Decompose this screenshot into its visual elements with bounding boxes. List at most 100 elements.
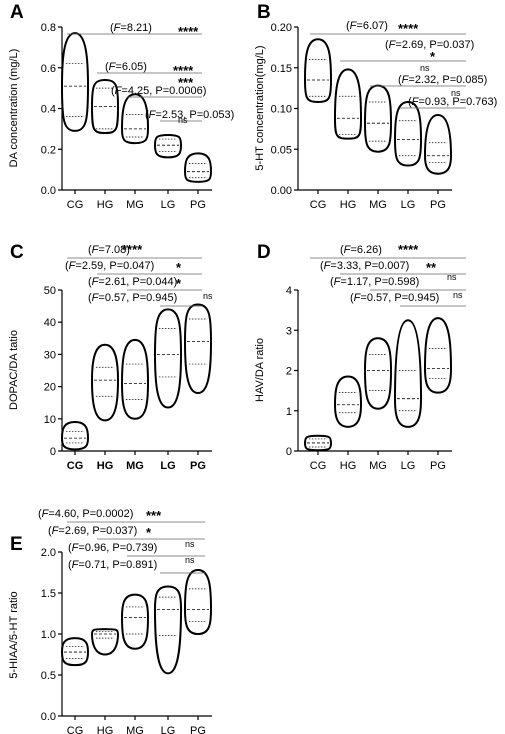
y-axis-label: DA concentration (mg/L) xyxy=(8,49,20,168)
significance-mark: ns xyxy=(203,291,213,301)
x-tick-label: HG xyxy=(97,725,114,734)
x-tick-label: MG xyxy=(126,725,144,734)
y-tick-label: 0.00 xyxy=(271,185,292,197)
violin-mg xyxy=(120,338,150,420)
x-tick-label: LG xyxy=(161,199,176,211)
panel-letter: A xyxy=(10,2,24,23)
x-tick-label: PG xyxy=(430,199,446,211)
panel-letter: D xyxy=(257,242,271,263)
panel-c: C 0 10 20 30 40 50 DOPAC/DA tatio CG HG MG LG PG (F=7… xyxy=(8,242,213,472)
y-tick-label: 50 xyxy=(44,285,56,297)
significance-mark: ns xyxy=(447,272,457,282)
violin-mg xyxy=(120,593,150,650)
annotation-stat-0: (F=4.60, P=0.0002) xyxy=(38,508,133,520)
y-tick-label: 1.5 xyxy=(41,588,56,600)
violin-lg xyxy=(393,100,423,167)
annotation-stat-3: (F=0.57, P=0.945) xyxy=(88,292,177,304)
annotation-stat-0: (F=7.08) xyxy=(88,244,130,256)
violin-cg xyxy=(60,637,90,667)
panel-letter: B xyxy=(257,2,271,23)
significance-mark: **** xyxy=(398,21,419,36)
panel-a: A 0.0 0.2 0.4 0.6 0.8 DA concentration (mg/L) C… xyxy=(8,2,234,211)
violin-lg xyxy=(153,133,183,159)
y-tick-label: 2.0 xyxy=(41,547,56,559)
y-tick-label: 20 xyxy=(44,382,56,394)
significance-mark: ns xyxy=(185,539,195,549)
x-tick-label: MG xyxy=(126,460,144,472)
panel-b: B 0.00 0.05 0.10 0.15 0.20 5-HT concentration(… xyxy=(254,2,497,211)
y-tick-label: 0.0 xyxy=(41,185,56,197)
y-tick-label: 0.2 xyxy=(41,144,56,156)
significance-mark: *** xyxy=(146,508,162,523)
significance-mark: ns xyxy=(451,88,461,98)
x-tick-label: LG xyxy=(160,460,175,472)
significance-mark: * xyxy=(176,260,182,275)
x-tick-label: HG xyxy=(340,460,357,472)
significance-mark: * xyxy=(176,276,182,291)
significance-mark: * xyxy=(430,49,436,64)
violin-pg xyxy=(423,317,453,394)
annotation-stat-3: (F=2.53, P=0.053) xyxy=(145,109,234,121)
significance-mark: **** xyxy=(398,242,419,257)
significance-mark: ** xyxy=(426,260,437,275)
significance-mark: ns xyxy=(178,115,188,125)
annotation-stat-2: (F=2.32, P=0.085) xyxy=(398,74,487,86)
violin-cg xyxy=(60,421,90,451)
y-tick-label: 0.20 xyxy=(271,22,292,34)
y-tick-label: 0.0 xyxy=(41,711,56,723)
annotation-stat-1: (F=2.69, P=0.037) xyxy=(385,39,474,51)
violin-pg xyxy=(423,114,453,175)
y-tick-label: 0.10 xyxy=(271,104,292,116)
annotation-stat-2: (F=4.25, P=0.0006) xyxy=(111,85,206,97)
violin-mg xyxy=(363,337,393,410)
significance-mark: * xyxy=(146,525,152,540)
y-tick-label: 0.15 xyxy=(271,63,292,75)
x-tick-label: HG xyxy=(97,460,114,472)
y-tick-label: 0.8 xyxy=(41,22,56,34)
violin-pg xyxy=(183,303,213,395)
significance-mark: *** xyxy=(178,75,194,90)
x-tick-label: CG xyxy=(67,199,84,211)
x-tick-label: LG xyxy=(161,725,176,734)
y-axis-label: 5-HT concentration(mg/L) xyxy=(254,45,266,170)
annotation-stat-0: (F=8.21) xyxy=(110,22,152,34)
annotation-stat-3: (F=0.93, P=0.763) xyxy=(408,96,497,108)
x-tick-label: PG xyxy=(190,725,206,734)
violin-hg xyxy=(333,68,363,140)
violin-cg xyxy=(60,32,90,132)
violin-hg xyxy=(333,375,363,428)
violin-lg xyxy=(153,585,183,675)
x-tick-label: LG xyxy=(401,460,416,472)
x-tick-label: PG xyxy=(430,460,446,472)
panel-letter: C xyxy=(10,242,24,263)
y-tick-label: 0.5 xyxy=(41,670,56,682)
violin-hg xyxy=(90,343,120,422)
y-tick-label: 0.6 xyxy=(41,63,56,75)
x-tick-label: MG xyxy=(126,199,144,211)
x-tick-label: HG xyxy=(97,199,114,211)
annotation-stat-1: (F=2.69, P=0.037) xyxy=(48,525,137,537)
x-tick-label: CG xyxy=(67,725,84,734)
x-tick-label: PG xyxy=(190,199,206,211)
y-axis-label: DOPAC/DA tatio xyxy=(8,330,20,410)
significance-mark: ns xyxy=(185,555,195,565)
y-tick-label: 0 xyxy=(50,446,56,458)
annotation-stat-2: (F=0.96, P=0.739) xyxy=(68,542,157,554)
violin-lg xyxy=(393,319,423,428)
significance-mark: ns xyxy=(420,63,430,73)
y-tick-label: 3 xyxy=(286,325,292,337)
x-tick-label: CG xyxy=(310,460,327,472)
violin-mg xyxy=(363,84,393,153)
violin-cg xyxy=(303,38,333,103)
significance-mark: **** xyxy=(122,242,143,257)
x-tick-label: CG xyxy=(310,199,327,211)
x-tick-label: CG xyxy=(67,460,84,472)
x-tick-label: HG xyxy=(340,199,357,211)
y-tick-label: 0.05 xyxy=(271,144,292,156)
x-tick-label: LG xyxy=(401,199,416,211)
panel-letter: E xyxy=(10,534,23,555)
annotation-stat-1: (F=3.33, P=0.007) xyxy=(320,260,409,272)
y-tick-label: 40 xyxy=(44,317,56,329)
